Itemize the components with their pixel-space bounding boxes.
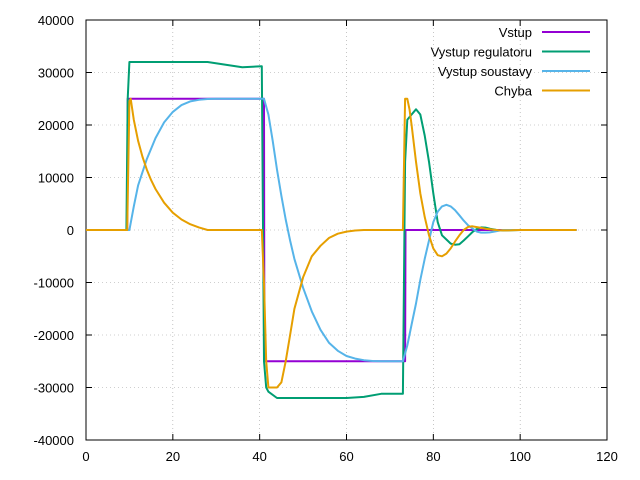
y-tick-label: -40000 <box>34 433 74 448</box>
y-tick-labels: -40000 -30000 -20000 -10000 0 10000 20000 30000… <box>34 13 74 448</box>
series-line-vystup-soustavy <box>86 97 577 363</box>
x-tick-label: 0 <box>82 449 89 464</box>
x-tick-label: 100 <box>509 449 531 464</box>
y-tick-label: 40000 <box>38 13 74 28</box>
y-tick-label: 10000 <box>38 171 74 186</box>
legend-label-vystup-soustavy: Vystup soustavy <box>438 64 533 79</box>
legend-label-chyba: Chyba <box>494 84 532 99</box>
x-tick-label: 20 <box>166 449 180 464</box>
legend: Vstup Vystup regulatoru Vystup soustavy Chy… <box>431 25 590 99</box>
y-tick-label: -30000 <box>34 381 74 396</box>
x-tick-label: 120 <box>596 449 618 464</box>
y-tick-label: 30000 <box>38 66 74 81</box>
y-tick-label: -20000 <box>34 328 74 343</box>
x-tick-label: 60 <box>339 449 353 464</box>
x-tick-labels: 0 20 40 60 80 100 120 <box>82 449 617 464</box>
series-lines <box>86 61 577 399</box>
x-tick-label: 80 <box>426 449 440 464</box>
grid <box>86 20 607 440</box>
legend-label-vstup: Vstup <box>499 25 532 40</box>
series-line-chyba <box>86 97 577 389</box>
legend-label-vystup-regulatoru: Vystup regulatoru <box>431 45 532 60</box>
y-tick-label: -10000 <box>34 276 74 291</box>
x-tick-label: 40 <box>252 449 266 464</box>
y-tick-label: 20000 <box>38 118 74 133</box>
y-tick-label: 0 <box>67 223 74 238</box>
